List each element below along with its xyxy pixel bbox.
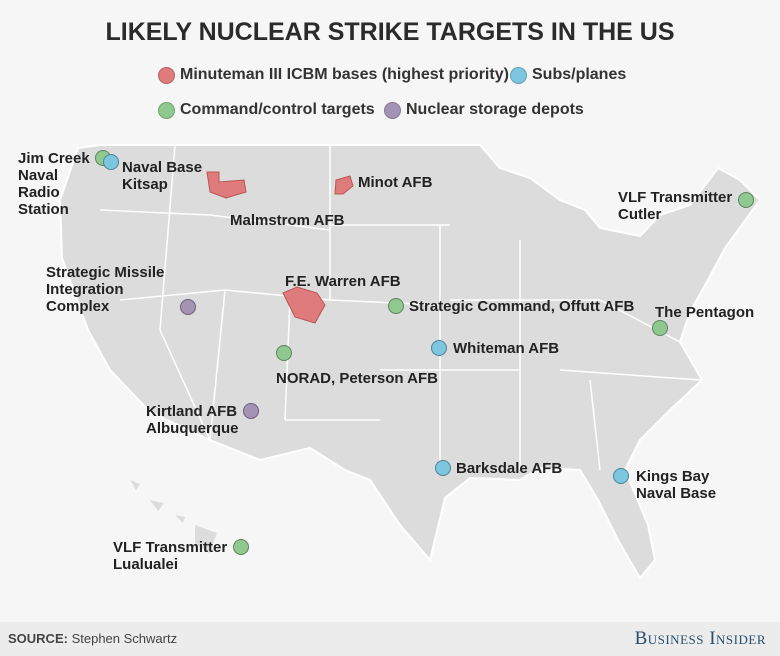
legend-icbm: Minuteman III ICBM bases (highest priori… (158, 66, 509, 84)
source-label: SOURCE: (8, 631, 68, 646)
smic-marker[interactable] (180, 299, 196, 315)
legend-label: Minuteman III ICBM bases (highest priori… (180, 66, 509, 83)
barksdale-marker[interactable] (435, 460, 451, 476)
legend-label: Nuclear storage depots (406, 101, 584, 118)
kitsap-marker[interactable] (103, 154, 119, 170)
lualualei-marker[interactable] (233, 539, 249, 555)
legend-label: Subs/planes (532, 66, 627, 83)
label-kings-bay: Kings Bay Naval Base (636, 468, 717, 502)
malmstrom-area (206, 171, 247, 199)
label-barksdale: Barksdale AFB (456, 460, 563, 477)
whiteman-marker[interactable] (431, 340, 447, 356)
offutt-marker[interactable] (388, 298, 404, 314)
cutler-marker[interactable] (738, 192, 754, 208)
label-warren: F.E. Warren AFB (285, 273, 401, 290)
pentagon-marker[interactable] (652, 320, 668, 336)
source-name: Stephen Schwartz (71, 631, 178, 646)
label-malmstrom: Malmstrom AFB (230, 212, 345, 229)
label-lualualei: VLF Transmitter Lualualei (113, 539, 228, 573)
label-smic: Strategic Missile Integration Complex (46, 264, 165, 315)
map-title: LIKELY NUCLEAR STRIKE TARGETS IN THE US (105, 18, 675, 46)
legend-command: Command/control targets (158, 101, 375, 119)
source: SOURCE: Stephen Schwartz (8, 631, 177, 646)
legend-storage: Nuclear storage depots (384, 101, 584, 119)
legend-label: Command/control targets (180, 101, 375, 118)
label-norad: NORAD, Peterson AFB (276, 370, 438, 387)
label-cutler: VLF Transmitter Cutler (618, 189, 733, 223)
brand-logo: Business Insider (634, 628, 766, 649)
warren-area (282, 286, 326, 324)
norad-marker[interactable] (276, 345, 292, 361)
blue-dot-icon (510, 66, 527, 84)
label-kirtland: Kirtland AFB Albuquerque (146, 403, 239, 437)
purple-dot-icon (384, 101, 401, 119)
footer: SOURCE: Stephen Schwartz Business Inside… (0, 622, 780, 656)
hawaii (130, 480, 217, 553)
label-offutt: Strategic Command, Offutt AFB (409, 298, 635, 315)
kings-bay-marker[interactable] (613, 468, 629, 484)
label-jim-creek: Jim Creek Naval Radio Station (18, 150, 90, 218)
green-dot-icon (158, 101, 175, 119)
label-minot: Minot AFB (358, 174, 433, 191)
label-kitsap: Naval Base Kitsap (122, 159, 203, 193)
red-dot-icon (158, 66, 175, 84)
legend-subs: Subs/planes (510, 66, 626, 84)
label-whiteman: Whiteman AFB (453, 340, 560, 357)
us-map (58, 144, 762, 580)
label-pentagon: The Pentagon (655, 304, 755, 321)
minot-area (334, 175, 354, 195)
us-outline (58, 144, 762, 580)
kirtland-marker[interactable] (243, 403, 259, 419)
